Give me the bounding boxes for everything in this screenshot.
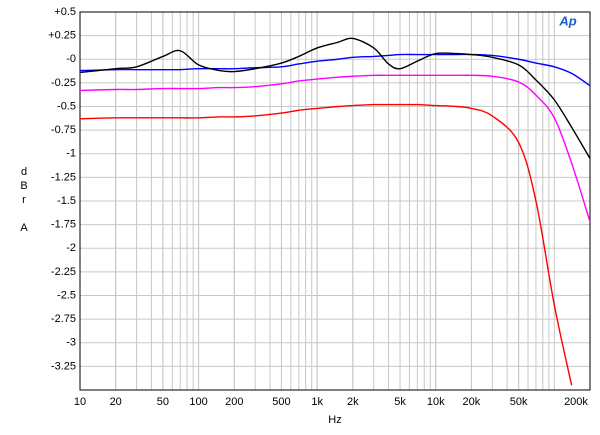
x-tick-label: 20 [110,396,122,408]
x-tick-label: 100 [189,396,207,408]
y-tick-label: -0.5 [57,100,76,112]
y-tick-label: -1.5 [57,195,76,207]
plot-frame [79,11,591,391]
y-tick-label: +0.25 [48,30,76,42]
y-tick-label: -2.25 [51,266,76,278]
x-tick-label: 50 [157,396,169,408]
logo: Ap [558,13,576,28]
y-tick-label: -0.75 [51,124,76,136]
x-tick-label: 200k [564,396,588,408]
x-tick-label: 20k [463,396,481,408]
y-tick-label: -3.25 [51,360,76,372]
y-tick-label: -2 [66,242,76,254]
y-tick-label: -1.75 [51,219,76,231]
grid [79,11,591,390]
x-tick-label: 5k [394,396,406,408]
x-tick-label: 200 [225,396,243,408]
series-line [79,37,591,159]
x-tick-label: 2k [347,396,359,408]
y-tick-label: +0.5 [54,6,76,18]
y-tick-label: -1 [66,148,76,160]
y-tick-label: -0 [66,53,76,65]
x-tick-label: 50k [510,396,528,408]
y-tick-label: -2.5 [57,289,76,301]
y-tick-label: -1.25 [51,171,76,183]
series-line [79,53,591,87]
y-tick-label: -3 [66,337,76,349]
series-line [79,74,591,222]
y-tick-label: -2.75 [51,313,76,325]
x-tick-label: 10 [74,396,86,408]
x-tick-label: 500 [272,396,290,408]
x-tick-label: 10k [427,396,445,408]
x-axis-label: Hz [328,414,341,426]
series-line [79,103,573,386]
y-tick-label: -0.25 [51,77,76,89]
x-tick-label: 1k [311,396,323,408]
